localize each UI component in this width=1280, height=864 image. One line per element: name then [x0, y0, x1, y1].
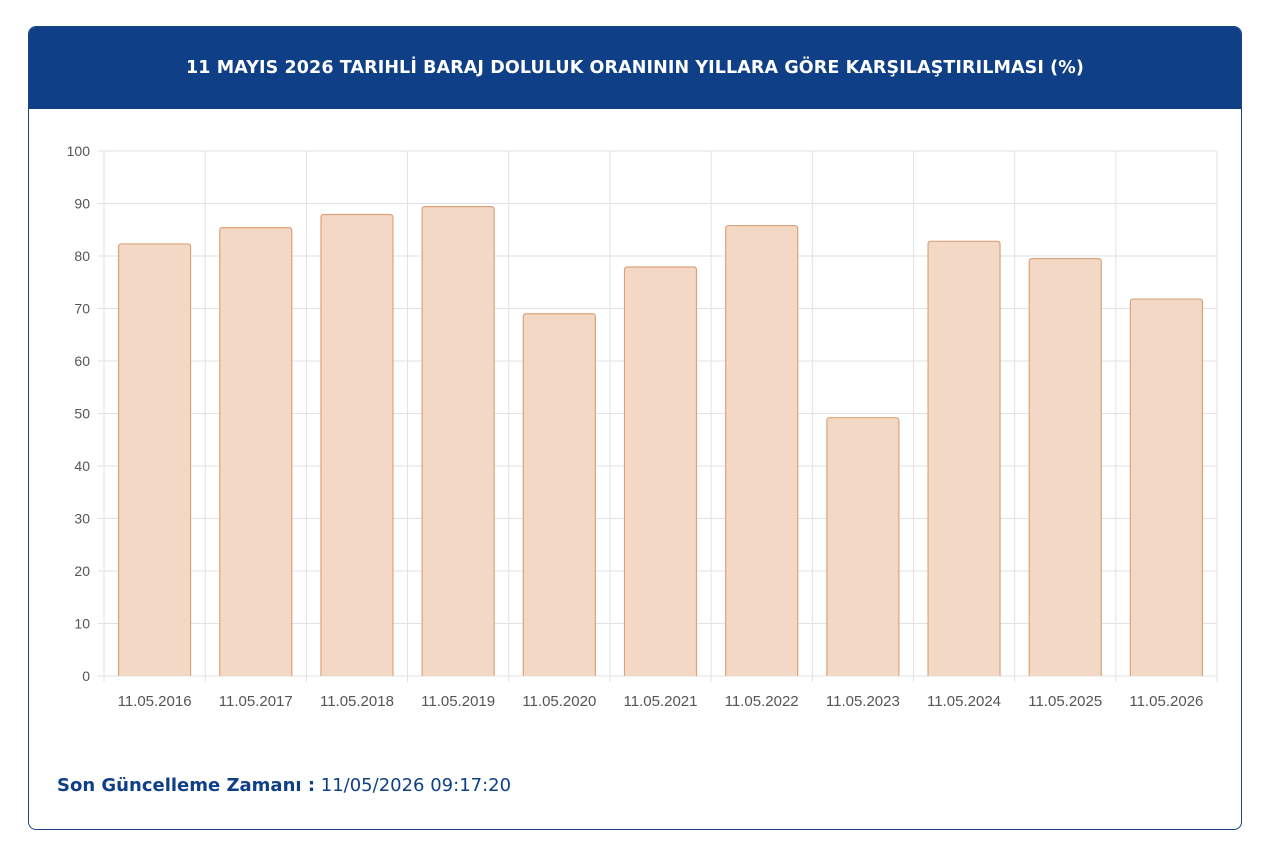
x-tick-label: 11.05.2017	[219, 693, 293, 710]
chart-title: 11 MAYIS 2026 TARIHLİ BARAJ DOLULUK ORAN…	[29, 27, 1241, 109]
y-tick-label: 100	[67, 143, 91, 159]
bar-outline	[623, 266, 698, 676]
x-tick-label: 11.05.2016	[118, 693, 192, 710]
bar[interactable]	[624, 267, 697, 676]
y-tick-label: 70	[74, 301, 90, 317]
bar[interactable]	[928, 241, 1001, 677]
bar-outline	[522, 313, 596, 676]
x-axis-ticks: 11.05.2016 11.05.2017 11.05.2018 11.05.2019…	[118, 693, 1204, 710]
y-axis-ticks: 0 10 20 30 40 50 60 70 80 90 100	[67, 143, 91, 684]
bar[interactable]	[1130, 299, 1203, 676]
x-tick-label: 11.05.2023	[826, 693, 900, 710]
bar[interactable]	[725, 225, 798, 677]
bar-outline	[1129, 298, 1204, 676]
bar-chart: 0 10 20 30 40 50 60 70 80 90 100 11.05.2016 11.05.2…	[29, 109, 1241, 749]
y-tick-label: 10	[74, 616, 90, 632]
bar-outline	[927, 240, 1001, 676]
bar-outline	[320, 213, 394, 676]
y-tick-label: 20	[74, 563, 90, 579]
y-tick-label: 40	[74, 458, 90, 474]
y-tick-label: 90	[74, 196, 90, 212]
bars	[117, 206, 1204, 677]
x-tick-label: 11.05.2021	[624, 693, 698, 710]
x-tick-label: 11.05.2022	[725, 693, 799, 710]
bar[interactable]	[118, 243, 191, 677]
bar[interactable]	[422, 206, 495, 676]
y-tick-label: 80	[74, 248, 90, 264]
x-tick-label: 11.05.2018	[320, 693, 394, 710]
x-tick-label: 11.05.2026	[1129, 693, 1203, 710]
x-tick-label: 11.05.2025	[1028, 693, 1102, 710]
x-tick-label: 11.05.2020	[522, 693, 596, 710]
bar-outline	[117, 243, 192, 676]
y-tick-label: 30	[74, 511, 90, 527]
y-tick-label: 50	[74, 406, 90, 422]
bar-outline	[421, 206, 495, 676]
bar-outline	[219, 227, 293, 676]
bar-outline	[1028, 258, 1102, 676]
bar[interactable]	[523, 313, 596, 676]
x-tick-label: 11.05.2019	[421, 693, 495, 710]
last-update: Son Güncelleme Zamanı : 11/05/2026 09:17…	[57, 775, 511, 796]
bar-outline	[826, 417, 900, 676]
bar-outline	[725, 224, 799, 676]
y-tick-label: 60	[74, 353, 90, 369]
bar[interactable]	[320, 214, 393, 676]
x-tick-label: 11.05.2024	[927, 693, 1001, 710]
last-update-value: 11/05/2026 09:17:20	[320, 775, 512, 796]
last-update-label: Son Güncelleme Zamanı :	[57, 775, 316, 796]
bar[interactable]	[1029, 258, 1102, 676]
chart-card: 11 MAYIS 2026 TARIHLİ BARAJ DOLULUK ORAN…	[28, 26, 1242, 830]
y-tick-label: 0	[82, 668, 90, 684]
bar[interactable]	[219, 227, 292, 676]
bar[interactable]	[826, 417, 899, 676]
